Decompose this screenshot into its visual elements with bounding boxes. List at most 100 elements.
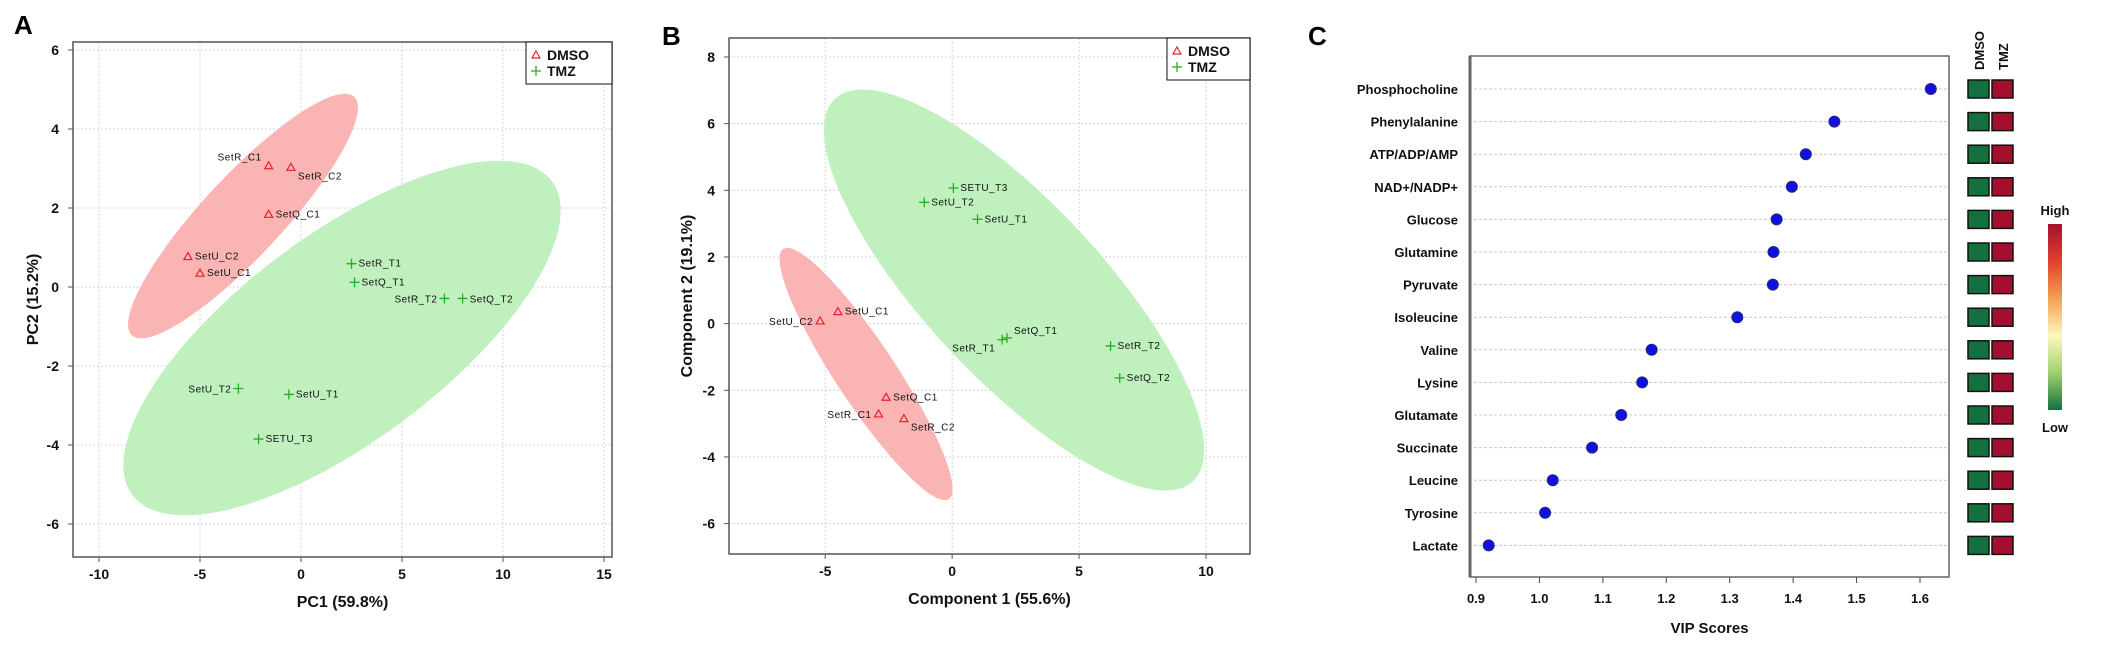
heatmap-cell-tmz (1991, 79, 2014, 99)
vip-score-dot (1785, 180, 1798, 193)
metabolite-label: Glucose (1407, 212, 1458, 227)
heatmap-cell-dmso (1967, 372, 1990, 393)
heatmap-cell-dmso (1967, 405, 1990, 425)
plsda-plot-b: -5 0 5 10 -6 -4 -2 0 2 4 6 8 SetU_C1 SetU_C2 SetQ_C1 Se… (679, 37, 1251, 608)
x-tick-label: 0 (948, 563, 956, 579)
vip-score-dot (1482, 539, 1495, 552)
point-label: SETU_T3 (266, 434, 313, 445)
vip-score-dot (1828, 115, 1841, 128)
confidence-ellipse-dmso (779, 247, 953, 501)
point-label: SETU_T3 (960, 183, 1007, 194)
x-tick-label: 1.6 (1911, 591, 1929, 606)
legend-plus-icon (531, 66, 541, 76)
heatmap-cell-dmso (1967, 340, 1990, 360)
heatmap-cell-tmz (1991, 535, 2014, 556)
point-label: SetU_T2 (931, 197, 974, 208)
y-axis-label: Component 2 (19.1%) (679, 215, 696, 378)
heatmap-cell-tmz (1991, 111, 2014, 132)
data-point-triangle (194, 267, 206, 277)
heatmap-cell-tmz (1991, 209, 2014, 230)
heatmap-cell-dmso (1967, 177, 1990, 197)
colorbar-high-label: High (2041, 203, 2070, 218)
x-tick-label: -5 (194, 566, 207, 582)
x-tick-label: 10 (495, 566, 511, 582)
heatmap-cell-tmz (1991, 144, 2014, 164)
vip-score-dot (1731, 311, 1744, 324)
x-tick-label: 1.1 (1594, 591, 1612, 606)
y-tick-label: 6 (707, 116, 715, 132)
y-axis-label: PC2 (15.2%) (25, 254, 42, 346)
heatmap-cell-dmso (1967, 111, 1990, 132)
point-label: SetU_C2 (769, 317, 813, 328)
point-label: SetQ_C1 (893, 392, 938, 403)
metabolite-label: Lysine (1417, 375, 1458, 390)
heatmap-cell-dmso (1967, 437, 1990, 458)
vip-score-dot (1770, 213, 1783, 226)
metabolite-label: Phenylalanine (1371, 115, 1458, 130)
point-label: SetQ_T2 (1127, 373, 1171, 384)
x-tick-label: 1.5 (1848, 591, 1866, 606)
point-label: SetU_C1 (845, 307, 889, 318)
x-tick-label: 5 (1075, 563, 1083, 579)
x-tick-label: 1.3 (1721, 591, 1739, 606)
point-label: SetQ_T1 (1014, 326, 1058, 337)
vip-score-dot (1767, 246, 1780, 258)
point-label: SetR_C1 (218, 153, 262, 164)
y-tick-label: 2 (707, 249, 715, 265)
point-label: SetU_C2 (195, 252, 239, 263)
data-point-plus (346, 258, 357, 269)
plot-frame (728, 37, 1251, 555)
vip-score-dot (1615, 409, 1628, 421)
metabolite-label: Isoleucine (1394, 310, 1458, 325)
vip-score-dot (1636, 376, 1649, 389)
heatmap-cell-dmso (1967, 470, 1990, 490)
data-point-plus (1001, 332, 1012, 343)
x-tick-label: 1.2 (1657, 591, 1675, 606)
colorbar (2048, 224, 2062, 410)
point-label: SetU_T2 (188, 385, 231, 396)
metabolite-label: Succinate (1397, 441, 1458, 456)
panel-label-b: B (662, 21, 681, 51)
vip-score-plot-c: 0.9 1.0 1.1 1.2 1.3 1.4 1.5 1.6 Phosphocholine Ph… (1357, 31, 2070, 637)
point-label: SetQ_C1 (276, 209, 321, 220)
legend-label: DMSO (1188, 43, 1230, 59)
y-tick-label: -2 (703, 382, 716, 398)
metabolite-label: Glutamine (1394, 245, 1458, 260)
x-tick-label: 5 (398, 566, 406, 582)
heatmap-cell-tmz (1991, 405, 2014, 425)
point-label: SetR_T1 (952, 344, 995, 355)
metabolite-label: Pyruvate (1403, 278, 1458, 293)
legend-label: DMSO (547, 47, 589, 63)
metabolite-label: Phosphocholine (1357, 82, 1458, 97)
heatmap-cell-dmso (1967, 307, 1990, 327)
data-point-plus (972, 214, 983, 225)
data-point-plus (997, 334, 1008, 345)
data-point-triangle (832, 306, 843, 316)
legend-label: TMZ (1188, 59, 1217, 75)
y-tick-label: 4 (707, 182, 715, 198)
panel-label-a: A (14, 10, 33, 40)
y-tick-label: 8 (707, 49, 715, 65)
point-label: SetU_C1 (207, 268, 251, 279)
heatmap-cell-dmso (1967, 209, 1990, 230)
data-point-triangle (263, 209, 274, 218)
data-point-plus (1105, 340, 1116, 351)
heatmap-cell-tmz (1991, 242, 2014, 262)
data-point-triangle (898, 413, 909, 423)
y-tick-label: -6 (47, 516, 60, 532)
vip-score-dot (1645, 343, 1658, 356)
legend-triangle-icon (1171, 45, 1183, 55)
data-point-triangle (873, 408, 884, 418)
heatmap-cell-dmso (1967, 503, 1990, 523)
x-tick-label: 15 (596, 566, 612, 582)
legend-plus-icon (1172, 62, 1182, 72)
vip-score-dot (1799, 148, 1812, 161)
point-label: SetR_T2 (394, 294, 437, 305)
vip-score-dot (1546, 474, 1559, 487)
y-tick-label: -2 (47, 358, 60, 374)
vip-score-dot (1586, 441, 1599, 454)
x-tick-label: 0 (297, 566, 305, 582)
heatmap-cell-tmz (1991, 307, 2014, 327)
y-tick-label: -4 (47, 437, 60, 453)
